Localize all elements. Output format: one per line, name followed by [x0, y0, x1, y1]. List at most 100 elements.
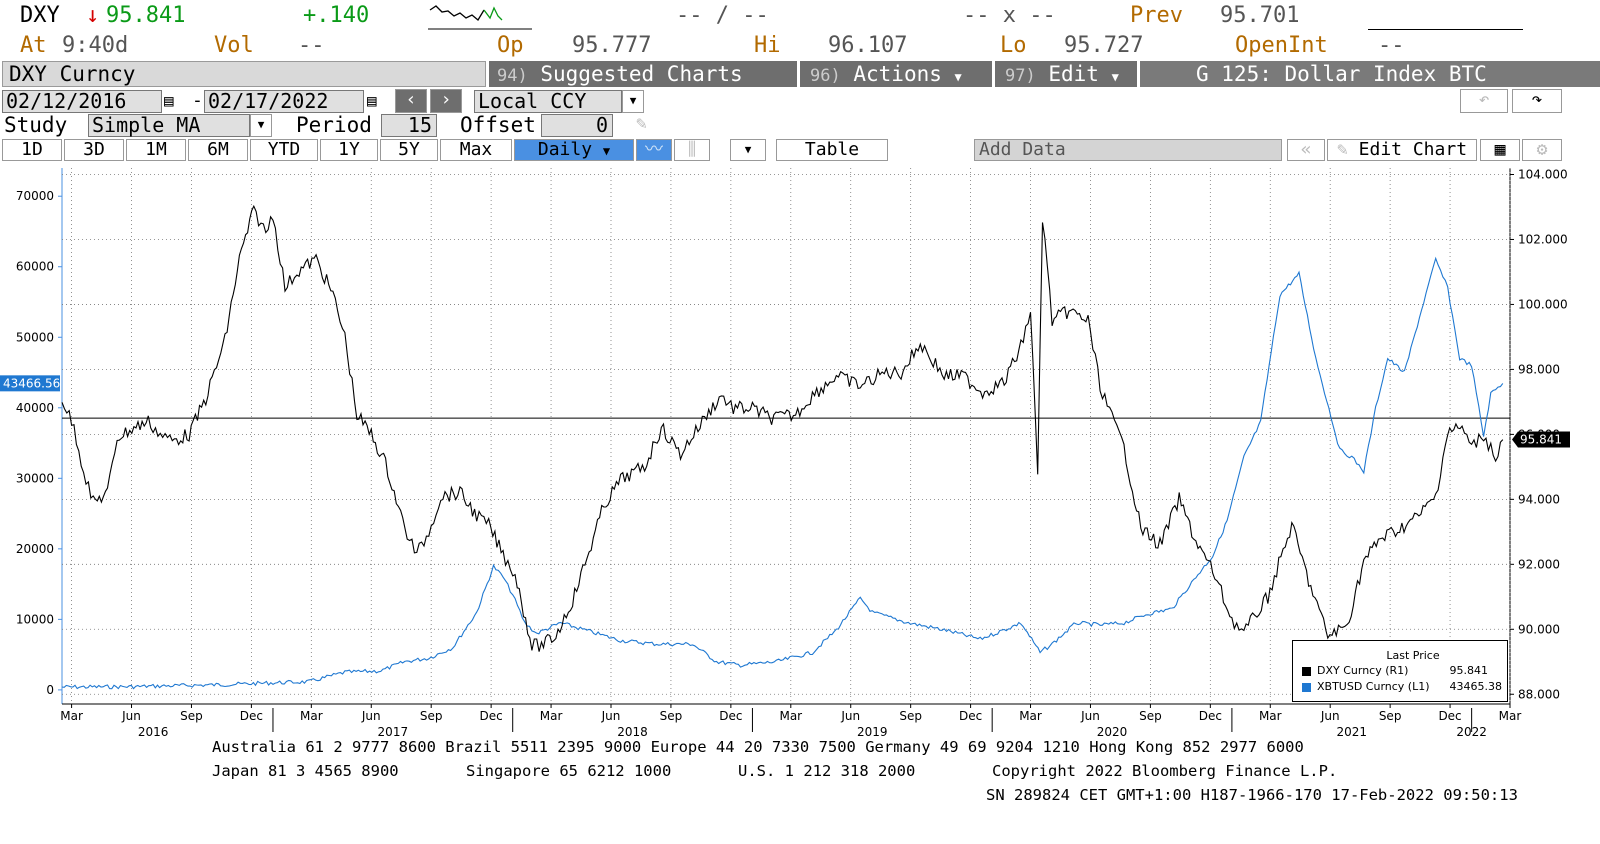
- x-tick-label: Dec: [1438, 709, 1461, 723]
- pencil-icon[interactable]: ✎: [636, 113, 647, 134]
- openint-label: OpenInt: [1235, 33, 1328, 58]
- edit-number: 97): [1005, 66, 1036, 86]
- suggested-charts-button[interactable]: 94) Suggested Charts: [489, 61, 797, 87]
- calendar-icon[interactable]: ▤: [164, 91, 174, 110]
- footer-japan: Japan 81 3 4565 8900: [212, 762, 399, 780]
- currency-select[interactable]: Local CCY: [474, 90, 622, 113]
- chart-type-dropdown[interactable]: ▼: [730, 139, 766, 161]
- chevron-down-icon[interactable]: ▼: [622, 90, 644, 113]
- x-tick-label: Jun: [361, 709, 381, 723]
- offset-field[interactable]: 0: [541, 114, 613, 137]
- collapse-icon[interactable]: «: [1287, 139, 1325, 161]
- x-tick-label: Mar: [779, 709, 802, 723]
- price-chart[interactable]: 0 10000 20000 30000 40000 50000 60000 70000 88.0…: [0, 160, 1600, 742]
- year-label: 2021: [1337, 725, 1368, 739]
- calendar-icon[interactable]: ▤: [367, 91, 377, 110]
- ticker: DXY: [20, 3, 60, 28]
- chevron-down-icon[interactable]: ▼: [250, 114, 272, 137]
- period-field[interactable]: 15: [381, 114, 437, 137]
- left-axis-flag-label: 43466.56: [3, 376, 60, 390]
- legend-value-xbt: 43465.38: [1449, 680, 1503, 693]
- right-tick-label: 94.000: [1518, 492, 1560, 506]
- x-tick-label: Dec: [240, 709, 263, 723]
- legend-label-dxy: DXY Curncy (R1): [1317, 664, 1409, 677]
- series-line-dxy: [61, 204, 1504, 652]
- study-select[interactable]: Simple MA: [88, 114, 250, 137]
- frequency-label: Daily: [537, 139, 593, 160]
- right-tick-label: 102.000: [1518, 232, 1568, 246]
- screen-title-text: G 125: Dollar Index BTC: [1196, 62, 1487, 86]
- legend-swatch-xbt: [1302, 683, 1311, 692]
- footer-session: SN 289824 CET GMT+1:00 H187-1966-170 17-…: [986, 786, 1518, 804]
- pencil-icon: ✎: [1336, 139, 1348, 160]
- period-3d-button[interactable]: 3D: [64, 139, 124, 161]
- x-tick-label: Sep: [1139, 709, 1162, 723]
- edit-chart-button[interactable]: ✎ Edit Chart: [1327, 139, 1477, 161]
- actions-number: 96): [810, 66, 841, 86]
- period-max-button[interactable]: Max: [440, 139, 512, 161]
- year-label: 2020: [1097, 725, 1128, 739]
- bid-ask: -- / --: [676, 3, 769, 28]
- x-tick-label: Mar: [60, 709, 83, 723]
- right-tick-label: 88.000: [1518, 687, 1560, 701]
- right-tick-label: 100.000: [1518, 297, 1568, 311]
- x-tick-label: Dec: [480, 709, 503, 723]
- x-tick-label: Sep: [420, 709, 443, 723]
- right-tick-label: 90.000: [1518, 622, 1560, 636]
- bar-chart-icon[interactable]: ⫼: [674, 139, 710, 161]
- year-label: 2017: [378, 725, 409, 739]
- legend-title: Last Price: [1386, 649, 1440, 662]
- x-tick-label: Sep: [1379, 709, 1402, 723]
- period-1m-button[interactable]: 1M: [126, 139, 186, 161]
- frequency-select[interactable]: Daily ▼: [514, 139, 634, 161]
- security-field[interactable]: DXY Curncy: [2, 61, 486, 87]
- suggested-charts-label: Suggested Charts: [540, 62, 743, 86]
- period-ytd-button[interactable]: YTD: [250, 139, 318, 161]
- screen-title: G 125: Dollar Index BTC: [1140, 61, 1600, 87]
- legend-swatch-dxy: [1302, 667, 1311, 676]
- hi-value: 96.107: [828, 33, 908, 58]
- x-tick-label: Sep: [899, 709, 922, 723]
- at-label: At: [20, 33, 47, 58]
- period-1y-button[interactable]: 1Y: [320, 139, 378, 161]
- edit-button[interactable]: 97) Edit ▼: [995, 61, 1137, 87]
- year-label: 2016: [138, 725, 169, 739]
- x-tick-label: Dec: [1199, 709, 1222, 723]
- start-date-field[interactable]: 02/12/2016: [2, 90, 162, 113]
- x-tick-label: Mar: [1499, 709, 1522, 723]
- vol-label: Vol: [214, 33, 254, 58]
- left-tick-label: 20000: [16, 542, 54, 556]
- gear-icon[interactable]: ⚙: [1522, 139, 1562, 161]
- time-value: 9:40d: [62, 33, 129, 58]
- end-date-field[interactable]: 02/17/2022: [204, 90, 364, 113]
- period-6m-button[interactable]: 6M: [188, 139, 248, 161]
- period-5y-button[interactable]: 5Y: [380, 139, 438, 161]
- period-1d-button[interactable]: 1D: [2, 139, 62, 161]
- prev-period-button[interactable]: ‹: [395, 89, 427, 113]
- undo-button[interactable]: ↶: [1460, 89, 1508, 113]
- table-button[interactable]: Table: [776, 139, 888, 161]
- add-data-field[interactable]: Add Data: [974, 139, 1282, 161]
- chart-settings-icon[interactable]: ▦: [1480, 139, 1520, 161]
- next-period-button[interactable]: ›: [430, 89, 462, 113]
- offset-label: Offset: [460, 113, 536, 137]
- x-tick-label: Jun: [840, 709, 860, 723]
- period-label: Period: [296, 113, 372, 137]
- suggested-charts-number: 94): [497, 66, 528, 86]
- redo-button[interactable]: ↷: [1512, 89, 1562, 113]
- left-axis-flag: [0, 375, 60, 392]
- year-label: 2018: [617, 725, 648, 739]
- x-tick-label: Jun: [1320, 709, 1340, 723]
- x-tick-label: Mar: [1019, 709, 1042, 723]
- legend-label-xbt: XBTUSD Curncy (L1): [1317, 680, 1430, 693]
- right-tick-label: 92.000: [1518, 557, 1560, 571]
- sparkline-icon: [428, 5, 532, 30]
- line-chart-icon[interactable]: 〰: [636, 139, 672, 161]
- left-tick-label: 60000: [16, 260, 54, 274]
- down-arrow-icon: ↓: [86, 3, 100, 28]
- op-value: 95.777: [572, 33, 652, 58]
- right-tick-label: 98.000: [1518, 362, 1560, 376]
- footer-copyright: Copyright 2022 Bloomberg Finance L.P.: [992, 762, 1338, 780]
- x-tick-label: Mar: [540, 709, 563, 723]
- actions-button[interactable]: 96) Actions ▼: [800, 61, 992, 87]
